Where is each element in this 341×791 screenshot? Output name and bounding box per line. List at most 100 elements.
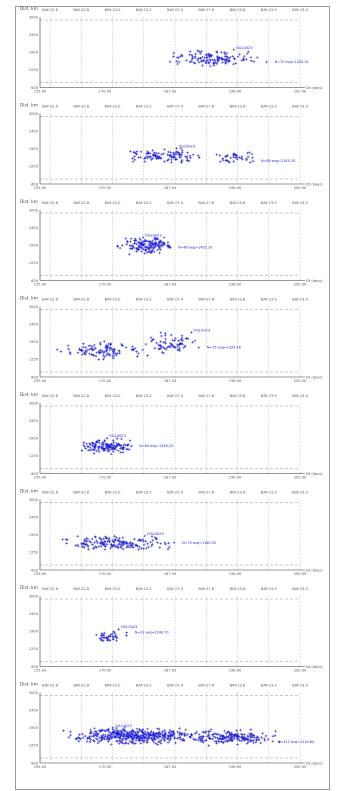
top-tick-label: BAY-23.0 — [292, 587, 308, 591]
top-tick-label: BAY-23.0 — [105, 201, 121, 205]
data-point — [177, 348, 180, 352]
data-point — [94, 346, 97, 350]
data-point — [153, 151, 156, 154]
top-tick-label: BAY-23.0 — [292, 394, 308, 398]
data-point — [88, 348, 91, 351]
data-point — [157, 240, 161, 244]
data-point — [125, 634, 128, 637]
data-point — [175, 147, 178, 150]
data-point — [112, 348, 116, 351]
top-tick-label: BAY-22.6 — [42, 394, 58, 398]
data-point — [169, 333, 173, 337]
data-point — [85, 536, 88, 540]
data-point — [153, 236, 156, 240]
data-point — [116, 538, 120, 542]
data-point — [124, 741, 128, 745]
data-point — [101, 737, 105, 740]
data-point — [111, 447, 114, 451]
data-point — [241, 157, 244, 161]
data-point — [169, 153, 172, 157]
data-point — [162, 236, 166, 239]
data-point — [226, 56, 229, 59]
data-point — [167, 731, 171, 735]
data-point — [137, 548, 141, 551]
data-point — [169, 730, 173, 734]
data-point — [159, 239, 162, 243]
data-point — [107, 536, 111, 540]
data-point — [90, 734, 94, 738]
bottom-tick-label: 155.00 — [34, 572, 47, 576]
data-point — [100, 446, 103, 449]
y-tick-label: 2450 — [29, 515, 39, 519]
top-tick-label: BAY-23.9 — [261, 587, 277, 591]
data-point — [196, 154, 200, 158]
data-point — [133, 731, 137, 734]
data-point — [148, 734, 152, 737]
data-point — [244, 58, 248, 61]
data-point — [227, 60, 231, 63]
data-point — [131, 160, 135, 164]
data-point — [163, 739, 166, 743]
data-point — [116, 543, 120, 547]
data-point — [125, 545, 128, 549]
data-point — [205, 738, 208, 742]
top-tick-label: BAY-23.9 — [261, 684, 277, 688]
data-point — [115, 536, 118, 539]
data-point — [105, 343, 108, 347]
data-point — [206, 58, 210, 62]
bottom-tick-label: 170.00 — [99, 476, 112, 480]
data-point — [143, 249, 147, 252]
cluster-label: OGL0023 — [193, 328, 210, 332]
data-point — [274, 729, 278, 733]
data-point — [180, 732, 184, 736]
data-point — [96, 541, 99, 545]
data-point — [135, 250, 138, 253]
y-tick-label: 3000 — [29, 401, 39, 405]
data-point — [152, 740, 156, 744]
data-point — [155, 735, 158, 738]
data-point — [245, 742, 249, 745]
data-point — [111, 539, 114, 543]
data-point — [145, 734, 149, 737]
data-point — [150, 734, 154, 737]
data-point — [103, 540, 107, 543]
data-point — [253, 736, 256, 740]
data-point — [119, 447, 122, 450]
data-point — [205, 56, 208, 60]
data-point — [219, 734, 222, 738]
data-point — [143, 534, 147, 538]
data-point — [128, 730, 132, 734]
bottom-tick-label: 170.00 — [99, 90, 112, 94]
data-point — [100, 632, 104, 635]
data-point — [140, 249, 143, 253]
y-tick-label: 600 — [31, 279, 39, 283]
bottom-tick-label: 187.00 — [164, 669, 177, 673]
data-point — [141, 243, 145, 246]
y-axis-title: Dist. km — [20, 6, 38, 12]
data-point — [246, 155, 250, 159]
top-tick-label: BAY-23.9 — [261, 298, 277, 302]
data-point — [78, 347, 81, 351]
data-point — [134, 738, 138, 742]
cluster-label: OGL0023 — [178, 144, 195, 148]
data-point — [139, 246, 142, 249]
top-tick-label: BAY-23.0 — [292, 201, 308, 205]
data-point — [123, 732, 126, 736]
data-point — [163, 347, 167, 351]
data-point — [216, 55, 219, 58]
data-point — [223, 729, 226, 733]
data-point — [108, 352, 112, 356]
data-point — [99, 739, 103, 742]
data-point — [172, 732, 175, 735]
data-point — [133, 155, 136, 158]
data-point — [126, 736, 130, 740]
data-point — [125, 443, 129, 447]
data-point — [266, 738, 270, 741]
y-axis-title: Dist. km — [20, 585, 38, 591]
data-point — [97, 545, 101, 548]
data-point — [147, 250, 150, 254]
data-point — [109, 733, 112, 737]
data-point — [197, 346, 201, 350]
data-point — [131, 157, 134, 160]
data-point — [95, 539, 98, 543]
